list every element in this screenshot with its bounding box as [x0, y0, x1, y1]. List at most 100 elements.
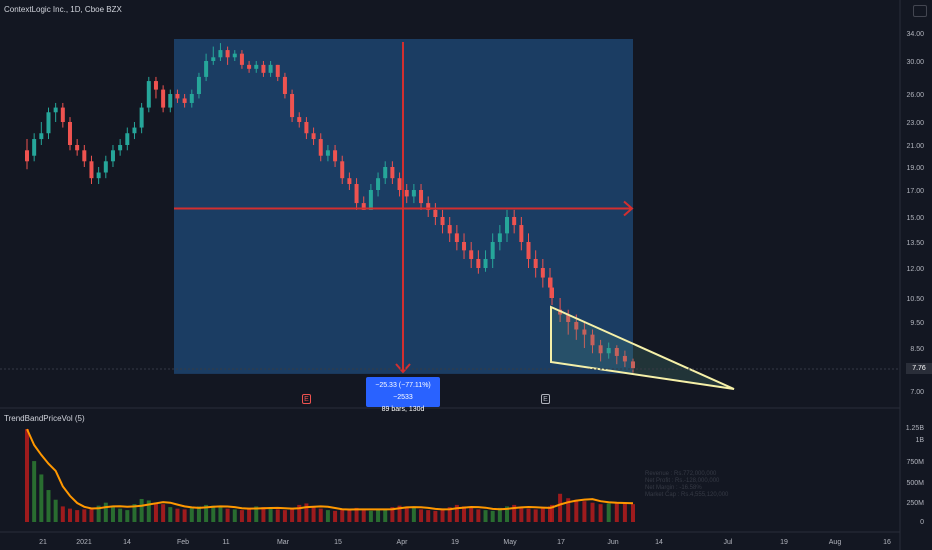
fundamentals-stats: Revenue : Rs.772,000,000 Net Profit : Rs… — [645, 471, 728, 499]
candle-body — [347, 178, 352, 185]
volume-tick-label: 1B — [915, 437, 924, 444]
volume-bar — [161, 504, 166, 522]
volume-bar — [196, 506, 201, 522]
price-tick-label: 8.50 — [910, 346, 924, 353]
candle-body — [376, 178, 381, 190]
volume-bar — [82, 509, 87, 522]
candle-body — [383, 167, 388, 179]
candle-body — [25, 150, 29, 162]
candle-body — [606, 348, 611, 354]
price-tick-label: 26.00 — [906, 92, 924, 99]
candle-body — [261, 64, 266, 73]
candle-body — [175, 94, 180, 99]
candle-body — [368, 190, 373, 210]
volume-bar — [232, 509, 237, 522]
volume-bar — [368, 510, 373, 522]
candle-body — [53, 107, 58, 113]
volume-bar — [290, 507, 295, 522]
volume-bar — [558, 493, 563, 522]
candle-body — [548, 277, 552, 288]
volume-bar — [433, 510, 438, 522]
volume-bar — [614, 501, 619, 522]
earnings-icon[interactable]: E — [302, 394, 311, 404]
candle-body — [103, 161, 108, 173]
candle-body — [254, 64, 259, 69]
candle-body — [168, 94, 173, 108]
time-tick-label: Jun — [607, 539, 618, 546]
volume-bar — [139, 498, 144, 522]
volume-bar — [110, 506, 115, 522]
price-tick-label: 7.00 — [910, 389, 924, 396]
candle-body — [275, 64, 280, 77]
candle-body — [598, 345, 603, 354]
volume-bar — [204, 504, 209, 522]
candle-body — [622, 355, 627, 362]
volume-bar — [533, 509, 538, 522]
volume-bar — [168, 507, 173, 522]
volume-bar — [376, 509, 381, 522]
time-tick-label: 15 — [334, 539, 342, 546]
volume-bar — [239, 510, 244, 522]
candle-body — [132, 127, 137, 134]
candle-body — [247, 64, 252, 69]
candle-body — [497, 233, 502, 242]
volume-bar — [574, 499, 579, 522]
volume-bar — [318, 508, 323, 522]
candle-body — [483, 258, 488, 268]
volume-bar — [440, 508, 445, 522]
measure-change: −25.33 (−77.11%) −2533 — [375, 382, 431, 401]
volume-bar — [447, 507, 452, 522]
falling-wedge-pattern — [550, 305, 735, 390]
candle-body — [354, 184, 359, 204]
price-tick-label: 34.00 — [906, 31, 924, 38]
volume-bar — [566, 498, 571, 522]
candle-body — [282, 76, 287, 94]
candle-body — [189, 94, 194, 103]
price-tick-label: 12.00 — [906, 266, 924, 273]
candle-body — [125, 133, 130, 145]
candle-body — [462, 242, 467, 251]
time-tick-label: 21 — [39, 539, 47, 546]
volume-bar — [125, 510, 130, 522]
volume-bar — [347, 508, 352, 522]
candle-body — [290, 94, 295, 118]
time-tick-label: Mar — [277, 539, 290, 546]
candle-body — [139, 107, 144, 128]
volume-bar — [132, 504, 137, 522]
candle-body — [404, 190, 409, 197]
candle-body — [232, 53, 237, 58]
time-tick-label: 16 — [883, 539, 891, 546]
indicator-title: TrendBandPriceVol (5) — [4, 414, 85, 423]
candle-body — [574, 322, 579, 330]
volume-bar — [60, 506, 65, 522]
time-tick-label: Feb — [177, 539, 189, 546]
candle-body — [631, 361, 635, 369]
volume-bar — [247, 507, 252, 522]
volume-bar — [550, 504, 554, 522]
stat-net-margin: Net Margin : -16.58% — [645, 485, 702, 491]
time-tick-label: Aug — [829, 539, 842, 546]
earnings-icon[interactable]: E — [541, 394, 550, 404]
candle-body — [225, 50, 230, 58]
volume-bar — [67, 508, 72, 522]
price-tick-label: 23.00 — [906, 120, 924, 127]
volume-bar — [325, 510, 330, 522]
volume-bar — [462, 506, 467, 522]
time-tick-label: May — [503, 539, 517, 546]
volume-bar — [426, 510, 431, 522]
volume-bar — [297, 504, 302, 522]
alert-button[interactable] — [913, 5, 927, 17]
volume-bar — [540, 507, 545, 522]
volume-bar — [526, 508, 531, 522]
chart-title: ContextLogic Inc., 1D, Cboe BZX — [4, 5, 122, 14]
volume-bar — [254, 506, 259, 522]
time-tick-label: 14 — [655, 539, 663, 546]
volume-bar — [397, 505, 402, 522]
price-tick-label: 17.00 — [906, 188, 924, 195]
volume-bar — [512, 504, 517, 522]
stat-market-cap: Market Cap : Rs.4,555,120,000 — [645, 492, 729, 498]
volume-tick-label: 500M — [906, 480, 924, 487]
volume-bar — [606, 503, 611, 522]
price-tick-label: 13.50 — [906, 240, 924, 247]
